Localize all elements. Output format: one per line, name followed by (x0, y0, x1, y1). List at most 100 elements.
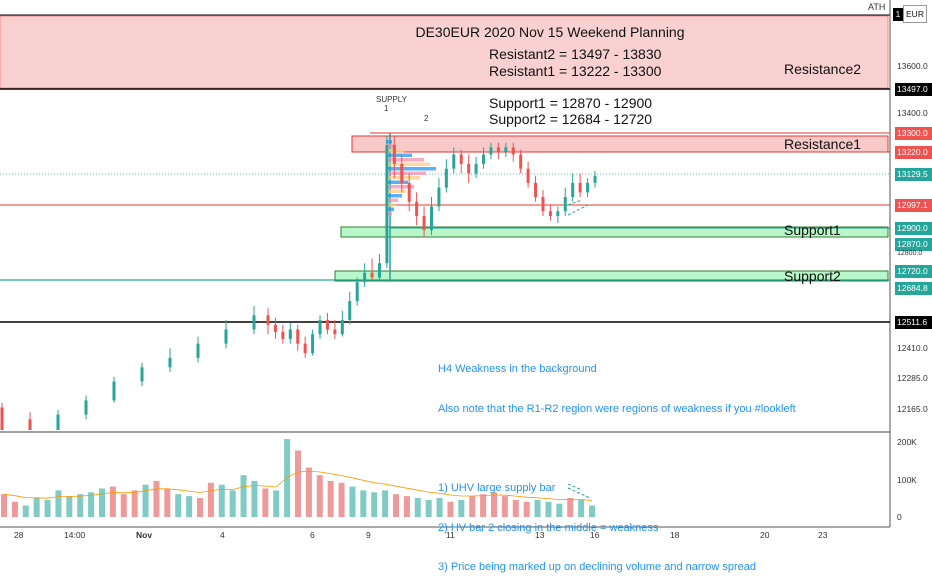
price-tag: 12870.0 (895, 238, 932, 251)
candle (392, 145, 396, 164)
volume-bar (589, 505, 595, 517)
candle (519, 154, 523, 169)
volume-bar (403, 496, 410, 517)
candle (593, 175, 597, 183)
note-line: 2) HV bar 2 closing in the middle = weak… (438, 521, 659, 534)
volume-bar (556, 503, 563, 517)
volume-bar (382, 490, 389, 517)
time-tick: 14:00 (64, 530, 86, 540)
volume-ma-line (3, 470, 593, 502)
volume-profile-bar (386, 203, 396, 207)
volume-bar (186, 496, 193, 517)
candle (422, 215, 426, 231)
volume-bar (436, 498, 443, 517)
volume-bar (262, 488, 269, 517)
candle (140, 367, 144, 382)
ath-label: ATH (868, 2, 886, 12)
support2-label: Support2 (784, 268, 841, 284)
volume-profile-bar (386, 212, 392, 216)
note-line: H4 Weakness in the background (438, 363, 597, 376)
note-line: 3) Price being marked up on declining vo… (438, 561, 756, 574)
candle (56, 414, 60, 430)
candle (511, 147, 515, 155)
volume-bar (273, 490, 280, 517)
candle (578, 182, 582, 193)
price-tick: 13600.0 (897, 61, 928, 71)
candle (340, 320, 344, 335)
volume-bar (175, 494, 182, 517)
candle (333, 329, 337, 335)
volume-profile-bar (386, 207, 394, 211)
candle (363, 272, 367, 283)
support2-annotation: Support2 = 12684 - 12720 (489, 111, 653, 127)
volume-bar (327, 480, 334, 517)
volume-bar (349, 486, 356, 517)
support2-zone (334, 270, 889, 282)
volume-bar (567, 498, 574, 517)
volume-bar (469, 496, 476, 517)
volume-bar (305, 467, 312, 517)
time-tick: 18 (670, 530, 680, 540)
support1-zone (340, 226, 889, 238)
volume-bar (88, 492, 95, 517)
candle (0, 407, 4, 430)
candle (325, 320, 329, 330)
candle (459, 154, 463, 164)
volume-bar (240, 475, 247, 517)
candle (112, 381, 116, 401)
volume-bar (284, 439, 291, 517)
volume-profile-bar (386, 198, 398, 202)
resistance2-zone (0, 15, 889, 89)
resistance1-label: Resistance1 (784, 136, 862, 152)
note-line: Also note that the R1-R2 region were reg… (438, 403, 796, 416)
price-tick: 12800.0 (897, 250, 923, 257)
candle (273, 324, 277, 332)
time-tick: Nov (136, 530, 153, 540)
volume-tick: 0 (897, 512, 902, 522)
volume-bar (578, 499, 585, 517)
candle (311, 334, 315, 354)
price-tag: 12997.1 (895, 199, 932, 212)
volume-bar (501, 496, 508, 517)
ath-price-tag: 1 (893, 8, 903, 21)
candle (496, 147, 500, 153)
volume-bar (393, 494, 399, 517)
price-tag: 13497.0 (895, 83, 932, 96)
candle (296, 329, 300, 344)
volume-bar (251, 480, 258, 517)
candle (318, 320, 322, 335)
time-tick: 16 (590, 530, 600, 540)
candle (467, 163, 471, 174)
volume-bar (523, 501, 530, 517)
volume-trend-line-lower (567, 487, 591, 499)
bar1-label: 1 (384, 104, 389, 113)
volume-bar (512, 499, 519, 517)
price-tag: 13220.0 (895, 146, 932, 159)
volume-trend-line-upper (567, 483, 583, 491)
volume-bar (207, 482, 214, 517)
volume-profile-bar (386, 189, 406, 193)
volume-profile-bar (386, 140, 392, 144)
volume-bar (44, 499, 51, 517)
note-line (438, 443, 796, 456)
volume-bar (534, 499, 541, 517)
candle (281, 331, 285, 339)
candle (168, 357, 172, 368)
candle (266, 315, 270, 325)
time-tick: 6 (310, 530, 315, 540)
candle (430, 206, 433, 231)
price-tag: 12720.0 (895, 265, 932, 278)
trend-line-lower (567, 203, 591, 216)
volume-profile (386, 140, 436, 216)
candle (504, 147, 508, 153)
candle (571, 182, 575, 198)
currency-button[interactable]: EUR (903, 5, 927, 23)
candle (288, 329, 292, 339)
time-tick: 4 (220, 530, 225, 540)
candle (586, 182, 590, 193)
candle (407, 182, 411, 202)
time-tick: 9 (366, 530, 371, 540)
volume-bar (218, 484, 225, 517)
candle (563, 197, 567, 212)
candle (385, 145, 389, 264)
